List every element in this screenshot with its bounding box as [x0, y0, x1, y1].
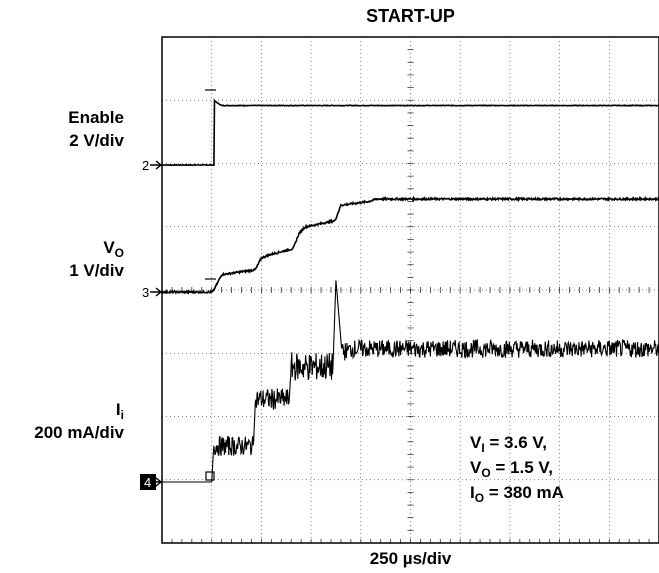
channel-marker-4-label: 4: [144, 475, 151, 490]
enable-name: Enable: [68, 108, 124, 127]
vo-scale: 1 V/div: [69, 261, 124, 280]
channel-marker-3-label: 3: [142, 285, 149, 300]
chart-title: START-UP: [366, 6, 455, 26]
scope-grid: [161, 36, 659, 544]
channel-marker-4-box: [140, 474, 156, 490]
trace-channel-4: [161, 280, 659, 483]
scope-traces: [161, 98, 659, 483]
trace-channel-2: [162, 98, 659, 167]
x-scale-label: 250 µs/div: [369, 549, 452, 568]
vo-name: VO: [103, 238, 124, 260]
channel-marker-2-label: 2: [142, 158, 149, 173]
condition-io: IO = 380 mA: [470, 483, 564, 505]
vo-channel-label: VO 1 V/div: [69, 236, 124, 282]
test-conditions: VI = 3.6 V, VO = 1.5 V, IO = 380 mA: [470, 430, 564, 505]
enable-scale: 2 V/div: [69, 131, 124, 150]
channel-markers: 2 3 4: [140, 89, 216, 490]
ii-channel-label: Ii 200 mA/div: [34, 398, 124, 444]
condition-vi: VI = 3.6 V,: [470, 433, 547, 455]
plot-border: [161, 36, 659, 544]
ii-scale: 200 mA/div: [34, 423, 124, 442]
trigger-tick: [205, 471, 215, 481]
enable-channel-label: Enable 2 V/div: [68, 106, 124, 152]
channel-marker-3-arrow: [150, 287, 163, 297]
trace-channel-3: [161, 195, 659, 295]
channel-marker-2-arrow: [150, 160, 163, 170]
channel-marker-4-arrow: [150, 477, 163, 487]
ii-name: Ii: [115, 400, 124, 422]
condition-vo: VO = 1.5 V,: [470, 458, 553, 480]
